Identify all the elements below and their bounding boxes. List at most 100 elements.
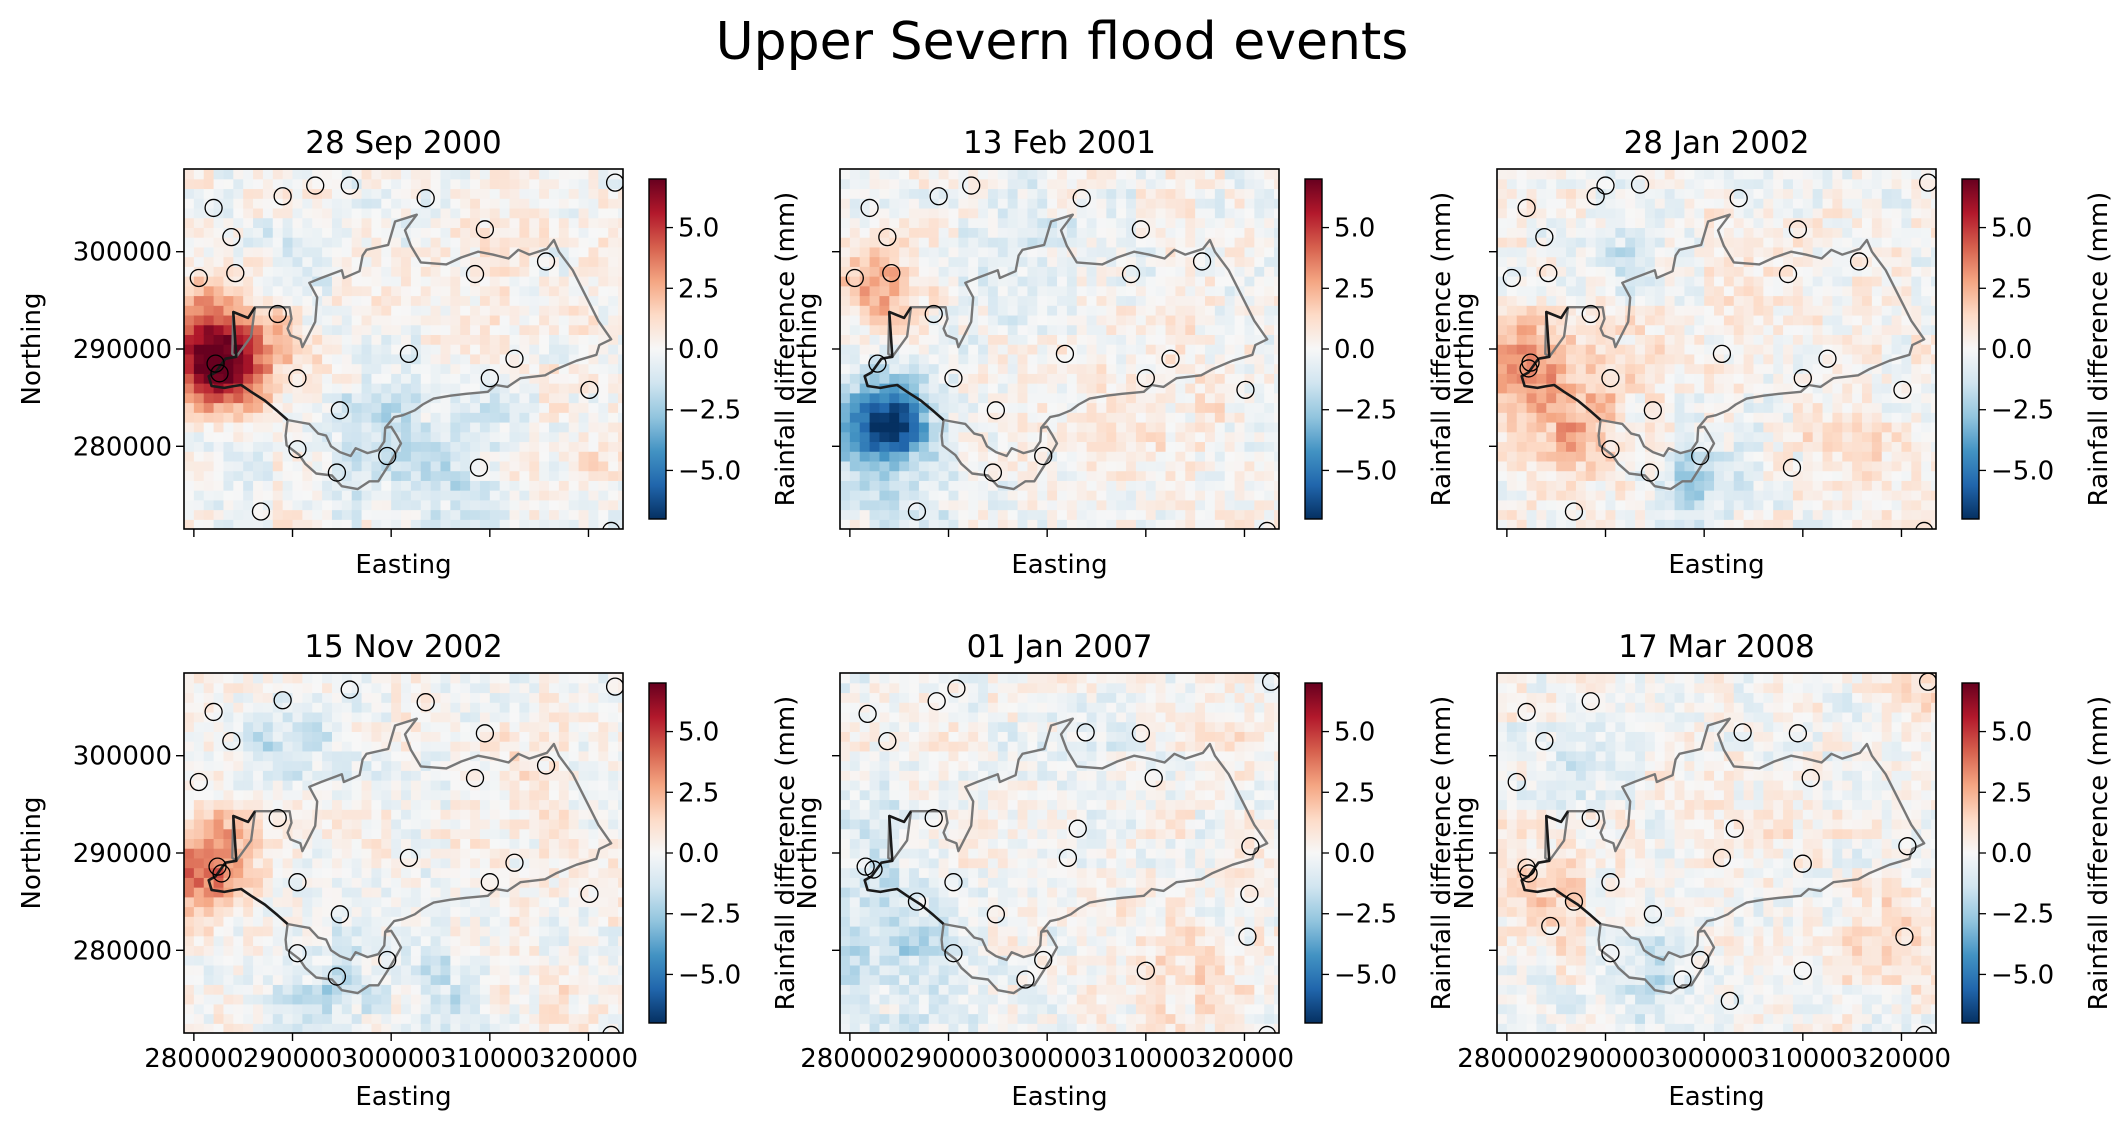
colorbar-tick-label: −2.5 [1991,396,2054,426]
panel-5: 280000 290000 300000 310000 320000 01 Jan 200… [793,629,1457,1112]
station-marker [475,724,495,743]
x-tick-label: 310000 [1753,1044,1852,1074]
colorbar-tick-label: 0.0 [1991,839,2032,869]
station-marker [1034,950,1053,970]
station-marker [222,731,241,751]
station-marker [882,263,901,283]
station-marker [399,848,419,868]
x-axis-label: Easting [355,1082,451,1112]
colorbar-tick-label: −2.5 [1334,900,1397,930]
x-axis-label: Easting [1668,1082,1764,1112]
station-marker [1072,189,1091,208]
station-marker [864,860,883,879]
station-marker [1712,848,1732,868]
x-tick-label: 320000 [539,1044,638,1074]
station-marker [204,702,223,722]
x-axis-label: Easting [1011,550,1107,580]
station-marker [924,808,943,828]
station-marker [475,220,495,239]
figure-title: Upper Severn flood events [715,12,1409,72]
station-marker [1733,723,1752,742]
y-axis-label: Northing [17,797,47,910]
panel-title: 13 Feb 2001 [963,125,1156,161]
y-axis-label: Northing [1450,797,1480,910]
colorbar-tick-label: −2.5 [1334,396,1397,426]
x-tick-label: 290000 [899,1044,998,1074]
catchment-outline-south [284,923,403,995]
colorbar-tick-label: 5.0 [1334,718,1375,748]
lower-catchment-outline [207,810,289,925]
catchment-outline-south [284,419,403,491]
colorbar [1961,682,1980,1024]
x-tick-label: 320000 [1852,1044,1951,1074]
station-marker [340,680,359,699]
station-marker [327,463,347,482]
panel-3: 28 Jan 2002 Easting Northing 5.0 2.5 0.0 −2.5 −… [1450,125,2114,580]
station-marker [288,369,307,388]
panel-2: 13 Feb 2001 Easting Northing 5.0 2.5 0.0 −2.5 −… [793,125,1457,580]
station-marker [1241,837,1260,856]
station-marker [860,198,879,218]
station-marker [1793,369,1812,388]
station-marker [1643,401,1663,420]
upper-catchment-outline [887,213,1269,458]
station-marker [469,458,489,477]
colorbar-label: Rainfall difference (mm) [2084,192,2114,507]
station-marker [1192,252,1212,271]
station-marker [1601,944,1620,963]
lower-catchment-outline [1520,810,1602,925]
station-marker [868,354,887,373]
colorbar-tick-label: 5.0 [1334,214,1375,244]
station-marker [378,950,397,970]
station-marker [210,364,229,383]
station-marker [1586,187,1605,206]
station-marker [983,463,1003,482]
x-tick-label: 310000 [440,1044,539,1074]
station-marker [378,446,397,466]
colorbar-tick-label: 5.0 [1991,214,2032,244]
colorbar-tick-label: 5.0 [678,214,719,244]
station-marker [1034,446,1053,466]
station-marker [927,692,946,711]
station-marker [340,176,359,195]
station-marker [986,905,1006,924]
station-marker [1691,446,1710,466]
colorbar-label: Rainfall difference (mm) [1427,192,1457,507]
station-marker [1258,521,1277,529]
station-marker [212,864,231,883]
station-marker [1801,768,1820,788]
lower-catchment-outline [863,306,945,421]
station-marker [206,354,225,373]
y-axis-label: Northing [793,797,823,910]
station-marker [1121,264,1141,284]
station-marker [1535,731,1554,751]
station-marker [1782,458,1802,477]
station-marker [251,502,271,521]
x-tick-label: 300000 [342,1044,441,1074]
colorbar-tick-label: −5.0 [1991,960,2054,990]
upper-catchment-outline [231,213,613,458]
rain-gauge-stations [189,677,623,1033]
station-marker [1601,369,1620,388]
station-marker [602,521,621,529]
station-marker [226,263,245,283]
station-marker [605,677,623,696]
panel-1: 300000 290000 280000 28 Sep 2000 Easting Nort… [17,125,801,580]
x-axis-label: Easting [1668,550,1764,580]
station-marker [1793,961,1812,980]
heatmap-cells [840,169,1279,529]
station-marker [947,679,966,698]
station-marker [1915,1025,1934,1033]
catchment-outline-south [940,419,1059,491]
x-tick-label: 290000 [1556,1044,1655,1074]
colorbar [1304,178,1323,520]
colorbar [648,682,667,1024]
panel-title: 28 Jan 2002 [1624,125,1810,161]
colorbar-tick-label: 0.0 [678,335,719,365]
station-marker [505,853,524,872]
station-marker [330,905,350,924]
station-marker [465,264,485,284]
station-marker [1643,905,1663,924]
panel-title: 01 Jan 2007 [967,629,1153,665]
y-axis-label: Northing [17,293,47,406]
